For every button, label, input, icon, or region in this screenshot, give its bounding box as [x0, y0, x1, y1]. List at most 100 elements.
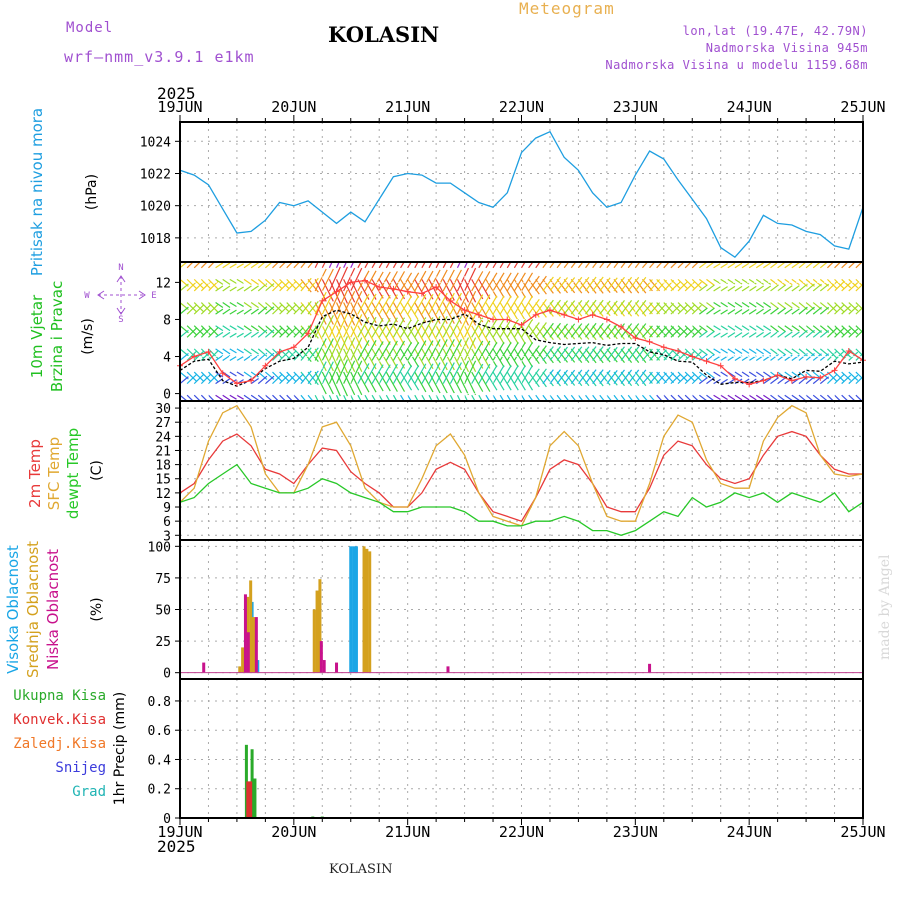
wind-barb — [855, 348, 863, 357]
wind-barb — [428, 394, 433, 401]
series-line-pressure — [179, 130, 864, 259]
wind-barb — [585, 371, 597, 387]
wind-barb — [506, 342, 519, 361]
wind-barb — [385, 302, 398, 323]
wind-barb — [471, 340, 484, 361]
wind-barb — [741, 394, 750, 401]
wind-barb — [848, 305, 859, 315]
gust-marker — [390, 285, 397, 292]
bar-srednja-oblacnost — [241, 647, 245, 673]
wind-barb — [855, 371, 863, 380]
wind-barb — [528, 394, 534, 401]
wind-barb — [520, 371, 534, 391]
wind-barb — [542, 276, 554, 292]
wind-barb — [307, 348, 319, 362]
wind-barb — [293, 278, 304, 290]
wind-barb — [549, 394, 556, 401]
wind-barb — [834, 350, 845, 361]
wind-barb — [236, 394, 244, 400]
wind-barb — [556, 369, 568, 384]
wind-barb — [279, 304, 290, 315]
bar-visoka-oblacnost — [354, 546, 358, 673]
legend-precip-2: Zaledj.Kisa — [13, 736, 106, 752]
wind-barb — [755, 262, 764, 269]
wind-barb — [606, 277, 618, 292]
wind-barb — [691, 304, 702, 315]
wind-barb — [706, 284, 715, 292]
wind-barb — [464, 371, 477, 396]
wind-barb — [215, 308, 224, 315]
wind-barb — [208, 278, 219, 290]
wind-barb — [385, 340, 398, 361]
wind-barb — [684, 302, 695, 312]
wind-barb — [535, 371, 547, 388]
wind-barb — [627, 323, 640, 338]
wind-barb — [834, 371, 845, 382]
wind-barb — [585, 279, 597, 294]
wind-barb — [577, 346, 590, 361]
wind-barb — [755, 308, 764, 315]
wind-barb — [357, 363, 370, 384]
wind-barb — [613, 276, 625, 292]
wind-barb — [520, 318, 534, 338]
wind-barb — [634, 302, 647, 317]
wind-barb — [272, 302, 283, 313]
wind-barb — [335, 371, 348, 397]
wind-barb — [506, 348, 519, 368]
wind-barb — [556, 348, 568, 363]
wind-barb — [706, 278, 715, 286]
wind-barb — [542, 325, 554, 341]
wind-barb — [656, 372, 667, 385]
wind-barb — [777, 278, 786, 286]
wind-barb — [236, 325, 244, 331]
wind-barb — [180, 283, 189, 292]
wind-barb — [314, 371, 327, 395]
wind-barb — [272, 304, 283, 315]
wind-barb — [649, 348, 661, 361]
wind-barb — [713, 325, 721, 331]
gust-marker — [447, 297, 454, 304]
credit-watermark: made by Angel — [877, 554, 893, 661]
wind-barb — [641, 371, 653, 385]
gust-marker — [575, 316, 582, 323]
wind-barb — [720, 278, 728, 285]
wind-barb — [663, 372, 675, 385]
wind-barb — [763, 308, 772, 315]
wind-barb — [471, 363, 484, 384]
wind-barb — [229, 371, 237, 377]
wind-barb — [478, 271, 491, 292]
gust-marker — [376, 284, 383, 291]
wind-barb — [827, 348, 838, 359]
wind-barb — [670, 350, 681, 361]
wind-barb — [827, 350, 838, 361]
wind-barb — [805, 262, 815, 269]
wind-barb — [499, 342, 512, 361]
wind-barb — [520, 365, 534, 384]
wind-barb — [350, 302, 363, 326]
wind-barb — [328, 262, 333, 269]
wind-barb — [713, 371, 721, 377]
wind-barb — [321, 394, 326, 401]
wind-barb — [335, 325, 348, 351]
wind-barb — [563, 394, 570, 401]
wind-barb — [542, 348, 554, 364]
wind-barb — [556, 277, 568, 292]
wind-barb — [563, 262, 570, 269]
wind-barb — [343, 291, 356, 315]
wind-barb — [770, 302, 779, 310]
wind-barb — [677, 325, 688, 336]
wind-barb — [563, 348, 576, 363]
wind-barb — [378, 341, 391, 361]
wind-barb — [535, 345, 547, 361]
wind-barb — [478, 371, 491, 392]
wind-barb — [464, 314, 477, 338]
wind-barb — [691, 281, 702, 292]
wind-barb — [378, 262, 384, 269]
wind-barb — [862, 348, 863, 350]
wind-barb — [748, 308, 757, 315]
wind-barb — [464, 348, 477, 372]
wind-barb — [272, 281, 283, 292]
y-tick-label: 21 — [155, 444, 171, 459]
wind-barb — [250, 325, 259, 332]
wind-barb — [777, 284, 786, 292]
